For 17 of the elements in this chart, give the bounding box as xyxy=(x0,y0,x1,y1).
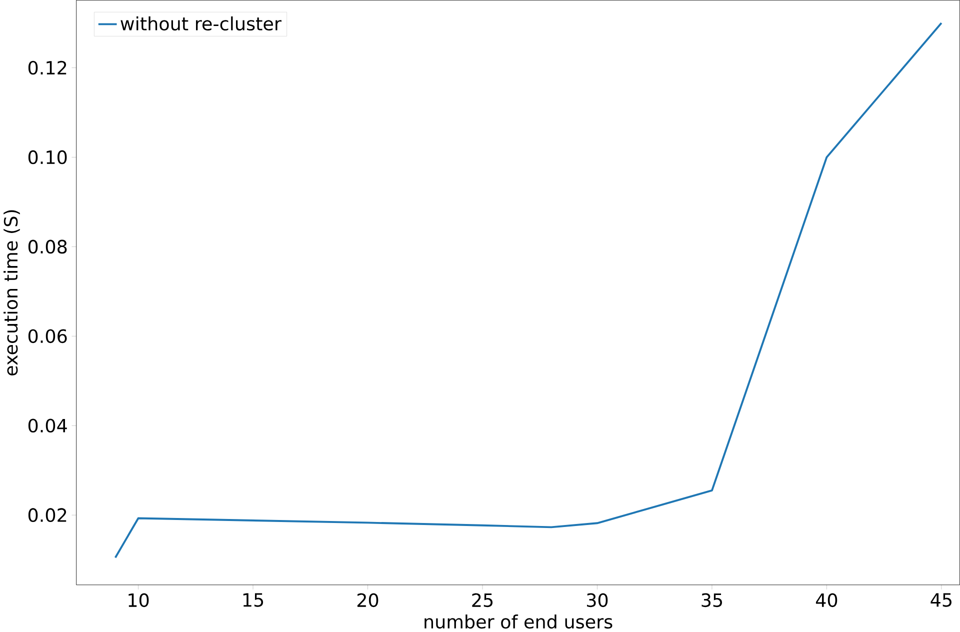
y-tick-label: 0.08 xyxy=(28,240,67,254)
x-tick-label: 30 xyxy=(587,593,608,607)
y-tick-label: 0.10 xyxy=(28,150,67,164)
x-tick-label: 45 xyxy=(930,593,952,607)
y-tick-label: 0.12 xyxy=(28,60,66,75)
y-tick-label: 0.04 xyxy=(28,418,67,432)
x-tick-label: 40 xyxy=(816,593,838,607)
x-tick-label: 15 xyxy=(243,593,264,607)
x-tick-label: 35 xyxy=(702,593,722,607)
y-tick-label: 0.06 xyxy=(28,329,67,343)
y-axis-title: execution time (S) xyxy=(4,210,20,376)
x-axis-title: number of end users xyxy=(424,614,612,629)
legend-label: without re-cluster xyxy=(120,16,282,30)
y-tick-label: 0.02 xyxy=(28,508,66,522)
x-tick-label: 20 xyxy=(357,593,378,607)
x-tick-label: 25 xyxy=(472,593,493,607)
x-tick-label: 10 xyxy=(128,593,149,607)
